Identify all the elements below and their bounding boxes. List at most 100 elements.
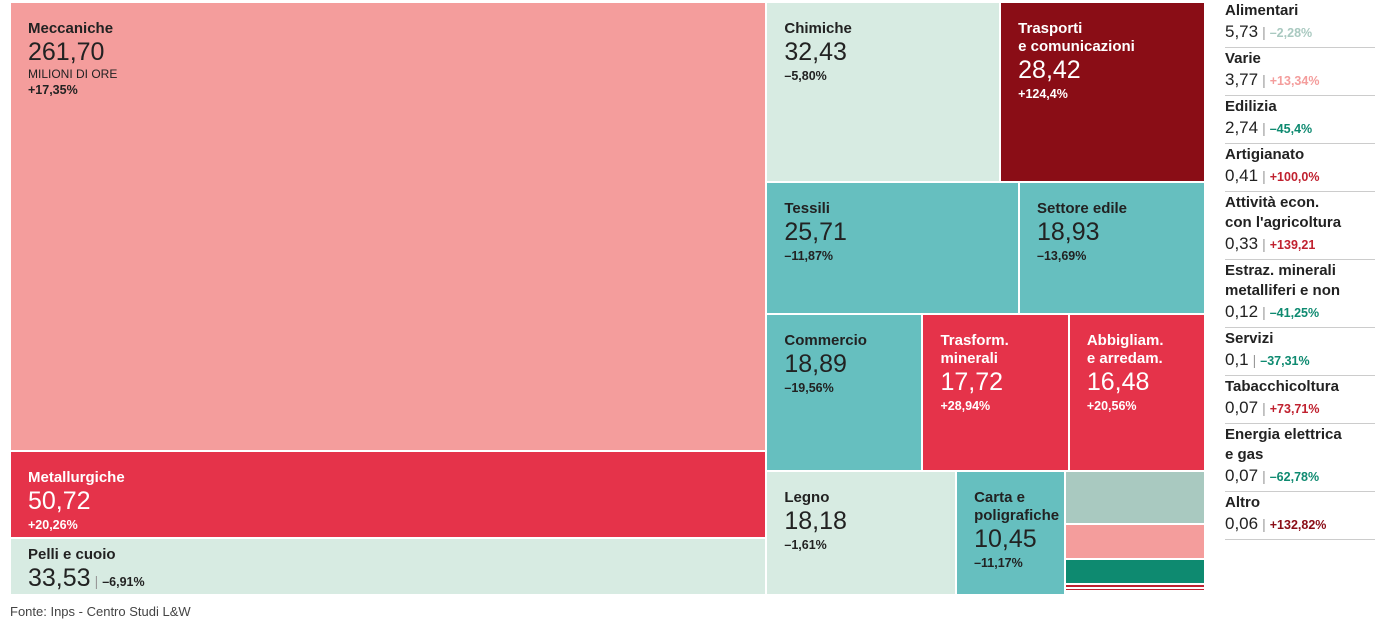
- tile-name: Meccaniche: [28, 20, 114, 37]
- separator: |: [1262, 304, 1266, 320]
- tile-name: Trasporti e comunicazioni: [1018, 20, 1135, 55]
- tile-label: Pelli e cuoio 33,53 | –6,91%: [10, 538, 766, 595]
- side-list: Alimentari 5,73 | –2,28% Varie 3,77 | +13,34% Ed…: [1225, 0, 1375, 540]
- side-name: Varie: [1225, 50, 1261, 67]
- separator: |: [1262, 236, 1266, 252]
- tile-value: 18,93: [1037, 217, 1100, 246]
- side-item: Alimentari 5,73 | –2,28%: [1225, 0, 1375, 48]
- tile-name: Settore edile: [1037, 199, 1128, 217]
- tile-name: Legno: [784, 488, 830, 506]
- tile-value: 33,53: [28, 563, 91, 592]
- tile: [766, 181, 1019, 314]
- separator: |: [1262, 120, 1266, 136]
- tile-name: Commercio: [784, 331, 867, 349]
- side-item: Edilizia 2,74 | –45,4%: [1225, 96, 1375, 144]
- side-item: Varie 3,77 | +13,34%: [1225, 48, 1375, 96]
- tile: [1065, 594, 1205, 597]
- tile: [766, 313, 923, 471]
- side-item: Altro 0,06 | +132,82%: [1225, 492, 1375, 540]
- tile-label: Chimiche 32,43 –5,80%: [766, 2, 1000, 182]
- separator: |: [1262, 468, 1266, 484]
- tile-value: 32,43: [784, 38, 847, 66]
- tile: [1065, 558, 1205, 585]
- side-value-row: 0,33 | +139,21: [1225, 233, 1375, 255]
- side-name: Servizi: [1225, 330, 1274, 347]
- tile-value: 18,89: [784, 349, 847, 378]
- tile: [10, 450, 767, 538]
- side-item: Servizi 0,1 | –37,31%: [1225, 328, 1375, 376]
- side-value: 3,77: [1225, 70, 1259, 89]
- side-name: Attività econ. con l'agricoltura: [1225, 194, 1342, 231]
- side-value: 0,06: [1225, 514, 1259, 533]
- side-value-row: 0,06 | +132,82%: [1225, 513, 1375, 535]
- tile-label: Meccaniche 261,70 MILIONI DI ORE +17,35%: [10, 2, 766, 451]
- side-change: +139,21: [1269, 238, 1316, 252]
- tile: [1019, 181, 1205, 314]
- tile: [1065, 588, 1205, 592]
- tile-value-row: 33,53 | –6,91%: [28, 564, 766, 595]
- tile-name: Abbigliam. e arredam.: [1086, 331, 1164, 367]
- tile-name: Tessili: [784, 199, 830, 217]
- tile-change: +124,4%: [1018, 87, 1068, 101]
- side-change: –41,25%: [1269, 306, 1320, 320]
- side-value: 0,12: [1225, 302, 1259, 321]
- tile-change: +20,26%: [28, 517, 78, 532]
- tile-label: Legno 18,18 –1,61%: [766, 471, 956, 595]
- side-item: Attività econ. con l'agricoltura 0,33 | +13…: [1225, 192, 1375, 260]
- tile-value: 25,71: [784, 217, 847, 246]
- tile-name: Carta e poligrafiche: [974, 488, 1060, 524]
- separator: |: [1262, 24, 1266, 40]
- side-change: –62,78%: [1269, 470, 1320, 484]
- tile-name: Metallurgiche: [28, 468, 125, 486]
- separator: |: [1262, 72, 1266, 88]
- side-value: 0,07: [1225, 398, 1259, 417]
- side-value-row: 5,73 | –2,28%: [1225, 21, 1375, 43]
- tile-change: –6,91%: [102, 574, 145, 589]
- tile-change: –19,56%: [784, 380, 834, 395]
- tile: [1065, 584, 1205, 589]
- side-item: Tabacchicoltura 0,07 | +73,71%: [1225, 376, 1375, 424]
- side-name: Altro: [1225, 494, 1260, 511]
- side-item: Artigianato 0,41 | +100,0%: [1225, 144, 1375, 192]
- side-change: +132,82%: [1269, 518, 1327, 532]
- side-change: –45,4%: [1269, 122, 1313, 136]
- tile-label: Metallurgiche 50,72 +20,26%: [10, 451, 766, 538]
- side-value: 0,07: [1225, 466, 1259, 485]
- tile-change: +17,35%: [28, 83, 78, 97]
- side-value: 2,74: [1225, 118, 1259, 137]
- tile: [1065, 470, 1205, 524]
- side-value-row: 0,41 | +100,0%: [1225, 165, 1375, 187]
- side-item: Energia elettrica e gas 0,07 | –62,78%: [1225, 424, 1375, 492]
- tile-value: 18,18: [784, 506, 847, 535]
- side-value-row: 0,07 | –62,78%: [1225, 465, 1375, 487]
- separator: |: [1262, 516, 1266, 532]
- side-item: Estraz. minerali metalliferi e non 0,12 | –…: [1225, 260, 1375, 328]
- tile-change: +28,94%: [940, 398, 991, 413]
- side-value: 0,33: [1225, 234, 1259, 253]
- side-name: Edilizia: [1225, 98, 1277, 115]
- side-value: 0,1: [1225, 350, 1249, 369]
- side-value-row: 0,1 | –37,31%: [1225, 349, 1375, 371]
- tile-value: 261,70: [28, 38, 105, 66]
- tile: [1068, 313, 1205, 471]
- tile: [956, 470, 1066, 595]
- side-value: 0,41: [1225, 166, 1259, 185]
- side-change: –37,31%: [1260, 354, 1310, 368]
- tile-label: Abbigliam. e arredam. 16,48 +20,56%: [1069, 314, 1205, 471]
- tile-value: 17,72: [940, 367, 1003, 396]
- tile-change: –11,17%: [974, 555, 1023, 570]
- tile-name: Chimiche: [784, 20, 852, 37]
- side-name: Energia elettrica e gas: [1225, 426, 1342, 463]
- tile-name: Pelli e cuoio: [28, 545, 116, 563]
- tile-value: 50,72: [28, 486, 91, 515]
- tile-change: –13,69%: [1037, 248, 1087, 263]
- tile-label: Trasporti e comunicazioni 28,42 +124,4%: [1000, 2, 1205, 182]
- side-name: Tabacchicoltura: [1225, 378, 1339, 395]
- tile-label: Trasform. minerali 17,72 +28,94%: [922, 314, 1068, 471]
- tile-label: Commercio 18,89 –19,56%: [766, 314, 922, 471]
- tile-value: 28,42: [1018, 56, 1081, 84]
- tile-label: Tessili 25,71 –11,87%: [766, 182, 1019, 314]
- side-change: +100,0%: [1269, 170, 1320, 184]
- side-change: –2,28%: [1269, 26, 1313, 40]
